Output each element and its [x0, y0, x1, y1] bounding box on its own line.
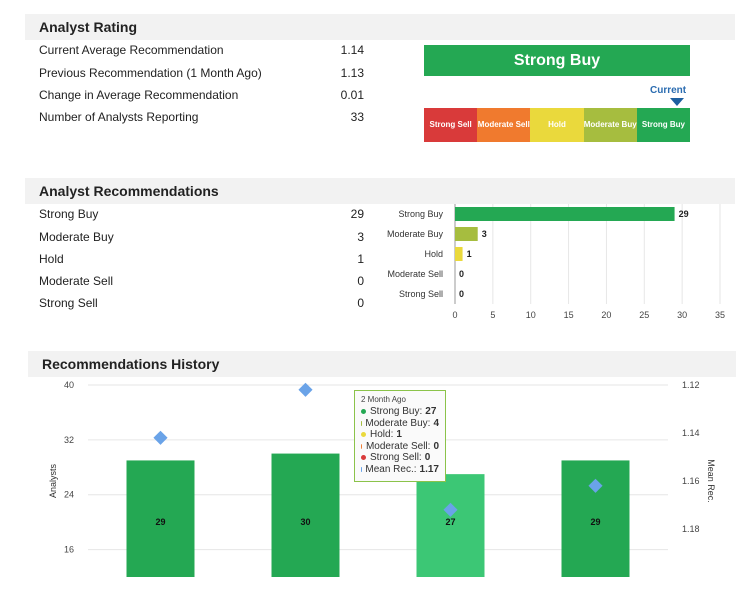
scale-moderate-sell: Moderate Sell: [477, 108, 531, 142]
bar: [455, 207, 675, 221]
hold-dot-icon: [361, 432, 366, 438]
y-left-tick-label: 32: [64, 435, 74, 445]
rec-row-label: Strong Buy: [39, 207, 99, 221]
rec-row-label: Strong Sell: [39, 296, 98, 310]
strong-buy-dot-icon: [361, 409, 366, 415]
history-chart: 16 24 32 40 1.12 1.14 1.16 1.18 Analysts Mean Rec…: [48, 380, 716, 577]
category-label: Moderate Buy: [387, 229, 444, 239]
rec-row-value: 29: [350, 207, 364, 221]
x-tick-label: 25: [639, 310, 649, 320]
history-bar-label: 29: [155, 517, 165, 527]
bar: [455, 247, 463, 261]
mean-rec-point: [588, 478, 603, 493]
y-right-axis-label: Mean Rec.: [706, 459, 716, 503]
tooltip-row: Moderate Buy: 4: [361, 417, 439, 429]
x-tick-label: 20: [601, 310, 611, 320]
scale-strong-buy: Strong Buy: [636, 108, 691, 142]
tooltip-title: 2 Month Ago: [361, 395, 406, 404]
bar-value-label: 1: [467, 249, 472, 259]
y-left-axis-label: Analysts: [48, 463, 58, 498]
rating-row-value: 1.14: [340, 43, 364, 57]
strong-sell-dot-icon: [361, 455, 366, 461]
bar-value-label: 0: [459, 269, 464, 279]
current-marker-arrow-icon: [670, 98, 684, 106]
tooltip-row: Moderate Sell: 0: [361, 440, 439, 452]
category-label: Hold: [424, 249, 443, 259]
rating-row-label: Previous Recommendation (1 Month Ago): [39, 66, 262, 80]
rec-row-label: Moderate Buy: [39, 230, 114, 244]
history-tooltip: 2 Month Ago Strong Buy: 27 Moderate Buy: 4…: [354, 390, 446, 482]
rating-row-label: Change in Average Recommendation: [39, 88, 239, 102]
mean-rec-point: [153, 430, 168, 445]
category-label: Strong Sell: [399, 289, 443, 299]
x-tick-label: 35: [715, 310, 725, 320]
analyst-rating-header: Analyst Rating: [25, 14, 735, 40]
scale-strong-sell: Strong Sell: [424, 108, 478, 142]
y-right-tick-label: 1.14: [682, 428, 700, 438]
bar-value-label: 3: [482, 229, 487, 239]
current-marker-label: Current: [650, 85, 687, 96]
y-right-tick-label: 1.16: [682, 476, 700, 486]
analyst-recommendations-header: Analyst Recommendations: [25, 178, 735, 204]
rec-row-value: 0: [357, 296, 364, 310]
rec-row-value: 0: [357, 274, 364, 288]
history-bar-label: 27: [445, 517, 455, 527]
x-tick-label: 0: [452, 310, 457, 320]
history-bar-label: 30: [300, 517, 310, 527]
y-right-tick-label: 1.12: [682, 380, 700, 390]
rating-row-value: 1.13: [340, 66, 364, 80]
rec-row-label: Moderate Sell: [39, 274, 114, 288]
mean-rec-point: [443, 502, 458, 517]
y-left-tick-label: 24: [64, 490, 74, 500]
history-bar: [126, 460, 195, 577]
rec-row-label: Hold: [39, 252, 64, 266]
tooltip-row: Strong Buy: 27: [361, 406, 439, 418]
x-tick-label: 5: [490, 310, 495, 320]
y-left-tick-label: 40: [64, 380, 74, 390]
scale-hold: Hold: [530, 108, 584, 142]
rating-row-label: Current Average Recommendation: [39, 43, 224, 57]
y-left-tick-label: 16: [64, 545, 74, 555]
rating-row-value: 33: [350, 110, 364, 124]
x-tick-label: 10: [526, 310, 536, 320]
y-right-tick-label: 1.18: [682, 524, 700, 534]
rating-row-label: Number of Analysts Reporting: [39, 110, 199, 124]
bar-value-label: 29: [679, 209, 689, 219]
category-label: Moderate Sell: [387, 269, 443, 279]
rec-row-value: 3: [357, 230, 364, 244]
tooltip-row: Hold: 1: [361, 429, 439, 441]
x-tick-label: 15: [564, 310, 574, 320]
rating-row-value: 0.01: [340, 88, 364, 102]
history-bar: [416, 474, 485, 577]
recommendations-history-header: Recommendations History: [28, 351, 736, 377]
rec-row-value: 1: [357, 252, 364, 266]
moderate-sell-dot-icon: [361, 443, 362, 449]
rating-scale: Strong Sell Moderate Sell Hold Moderate …: [424, 108, 691, 142]
tooltip-row: Strong Sell: 0: [361, 452, 439, 464]
tooltip-row: Mean Rec.: 1.17: [361, 463, 439, 475]
scale-moderate-buy: Moderate Buy: [583, 108, 637, 142]
x-tick-label: 30: [677, 310, 687, 320]
history-bar-label: 29: [590, 517, 600, 527]
history-bar: [271, 453, 340, 577]
rating-banner: Strong Buy: [424, 45, 690, 76]
bar: [455, 227, 478, 241]
bar-value-label: 0: [459, 289, 464, 299]
category-label: Strong Buy: [398, 209, 443, 219]
mean-rec-point: [298, 382, 313, 397]
